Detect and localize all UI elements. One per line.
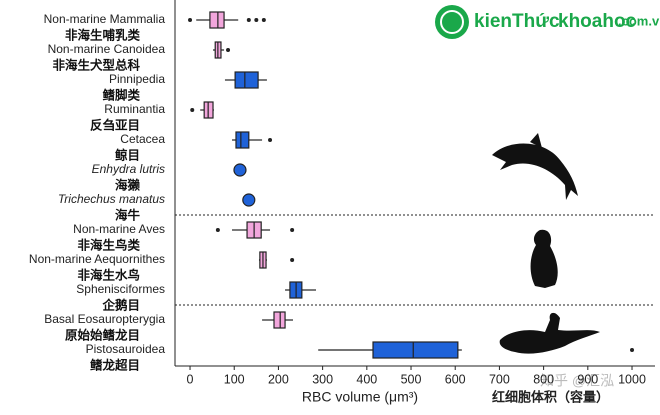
category-label-zh: 非海生哺乳类 (65, 27, 141, 42)
category-label-zh: 非海生水鸟 (77, 267, 140, 282)
logo-circle (435, 5, 469, 39)
x-tick-label: 600 (445, 372, 466, 386)
x-tick-label: 700 (489, 372, 510, 386)
category-label: Cetacea (120, 132, 165, 146)
outlier (226, 48, 231, 52)
category-label: Pinnipedia (109, 72, 165, 86)
plesiosaur-silhouette (499, 312, 600, 354)
outlier (188, 18, 193, 22)
x-tick-label: 500 (401, 372, 422, 386)
category-label-zh: 鲸目 (115, 147, 140, 162)
category-label-zh: 企鹅目 (101, 297, 140, 312)
outlier (268, 138, 273, 142)
outlier (261, 18, 266, 22)
box (235, 131, 250, 149)
x-axis-label-zh: 红细胞体积（容量） (492, 389, 609, 404)
x-axis-label: RBC volume (μm³) (302, 389, 418, 405)
outlier (290, 258, 295, 262)
watermark: .com.vn (618, 13, 660, 28)
x-tick-label: 300 (312, 372, 333, 386)
outlier (215, 228, 220, 232)
category-label: Pistosauroidea (86, 342, 166, 356)
x-tick-label: 900 (577, 372, 598, 386)
category-label-zh: 鳍龙超目 (90, 357, 140, 372)
x-tick-label: 200 (268, 372, 289, 386)
box (273, 311, 286, 329)
point (242, 193, 256, 207)
x-tick-label: 0 (187, 372, 194, 386)
watermark: 知乎 @汇泓 (540, 373, 614, 389)
category-label: Enhydra lutris (92, 162, 165, 176)
outlier (290, 228, 295, 232)
x-tick-label: 800 (533, 372, 554, 386)
category-label-zh: 鳍脚类 (102, 87, 140, 102)
outlier (630, 348, 635, 352)
outlier (254, 18, 259, 22)
logo-ring (440, 10, 464, 34)
category-label-zh: 非海生犬型总科 (52, 57, 140, 72)
category-label-zh: 海獭 (115, 177, 141, 192)
category-label: Non-marine Canoidea (48, 42, 166, 56)
category-label: Non-marine Aves (73, 222, 165, 236)
watermark: kienThức (474, 11, 560, 32)
category-label-zh: 反刍亚目 (90, 117, 140, 132)
category-label: Basal Eosauropterygia (44, 312, 165, 326)
box (209, 11, 225, 29)
dolphin-silhouette (492, 133, 578, 200)
box (372, 341, 459, 359)
watermark: khoahoc (558, 11, 637, 32)
point (233, 163, 247, 177)
x-tick-label: 1000 (618, 372, 646, 386)
category-label-zh: 原始始鳍龙目 (65, 327, 140, 342)
x-tick-label: 100 (224, 372, 245, 386)
box (234, 71, 259, 89)
category-label-zh: 非海生鸟类 (77, 237, 140, 252)
category-label-zh: 海牛 (115, 207, 141, 222)
category-label: Non-marine Mammalia (44, 12, 166, 26)
x-tick-label: 400 (356, 372, 377, 386)
outlier (246, 18, 251, 22)
category-label: Sphenisciformes (76, 282, 165, 296)
penguin-silhouette (530, 229, 558, 288)
outlier (190, 108, 195, 112)
category-label: Ruminantia (104, 102, 165, 116)
category-label: Trichechus manatus (58, 192, 165, 206)
watermark-logo (435, 5, 469, 39)
category-label: Non-marine Aequornithes (29, 252, 165, 266)
